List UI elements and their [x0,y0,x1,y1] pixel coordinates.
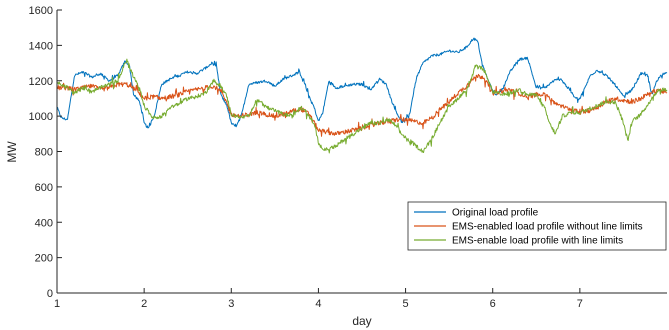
y-tick-label: 200 [35,253,53,265]
x-tick-label: 1 [54,298,60,310]
y-tick-label: 400 [35,217,53,229]
y-tick-label: 0 [47,288,53,300]
legend-label-3: EMS-enable load profile with line limits [452,236,623,247]
x-tick-label: 4 [315,298,321,310]
legend-box [407,201,667,251]
y-tick-label: 600 [35,182,53,194]
y-tick-label: 1000 [29,111,53,123]
x-tick-label: 6 [490,298,496,310]
x-tick-label: 5 [403,298,409,310]
x-ticks: 1 2 3 4 5 6 7 [54,288,583,310]
legend: Original load profile EMS-enabled load pr… [407,201,667,251]
series-group [56,37,668,154]
y-tick-label: 800 [35,147,53,159]
series-line-3 [56,58,668,154]
y-tick-label: 1200 [29,76,53,88]
x-tick-label: 3 [228,298,234,310]
y-tick-label: 1600 [29,5,53,17]
plot-area [57,10,667,293]
y-axis-label: MW [5,141,19,163]
x-axis-label: day [352,314,371,328]
legend-label-1: Original load profile [452,208,539,219]
y-tick-label: 1400 [29,40,53,52]
y-ticks: 0 200 400 600 800 1000 1200 1400 1600 [29,5,62,300]
x-tick-label: 7 [577,298,583,310]
legend-label-2: EMS-enabled load profile without line li… [452,222,643,233]
x-tick-label: 2 [141,298,147,310]
